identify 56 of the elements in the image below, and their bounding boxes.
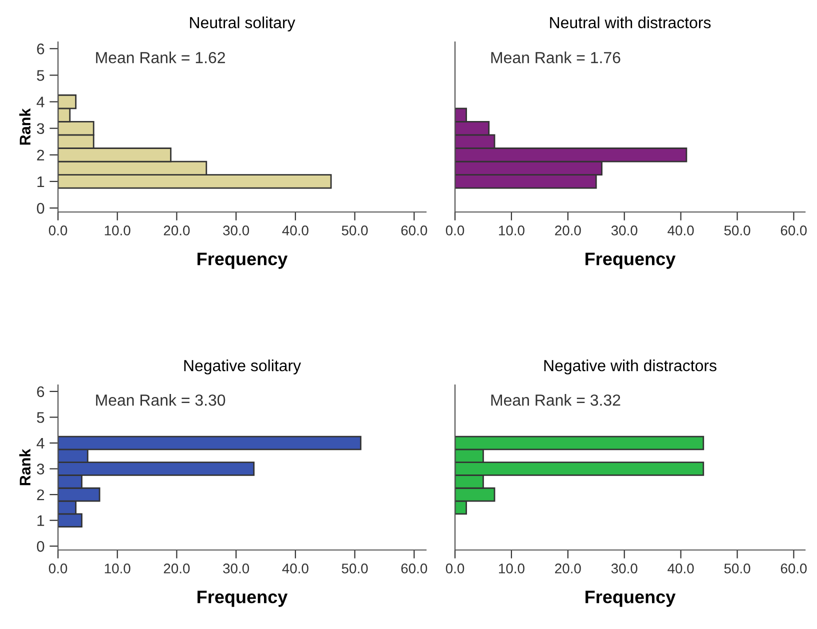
y-tick-label: 1: [37, 176, 44, 187]
x-tick-label: 40.0: [668, 564, 694, 574]
annotation: Mean Rank = 3.32: [491, 394, 620, 406]
y-tick-label: 3: [36, 123, 44, 134]
x-axis-title: Frequency: [586, 252, 676, 269]
y-tick-label: 0: [36, 202, 44, 214]
annotation: Mean Rank = 1.62: [96, 52, 225, 64]
x-tick-label: 30.0: [223, 226, 250, 236]
x-tick-label: 40.0: [282, 564, 308, 574]
y-tick-label: 1: [37, 515, 44, 526]
x-tick-label: 60.0: [780, 564, 807, 574]
y-tick-label: 5: [36, 70, 44, 81]
x-tick-label: 50.0: [724, 564, 750, 574]
x-tick-label: 30.0: [223, 564, 250, 574]
chart-title: Negative solitary: [184, 360, 302, 374]
x-tick-label: 40.0: [282, 226, 308, 236]
x-tick-label: 10.0: [498, 226, 524, 236]
chart-title: Neutral solitary: [190, 16, 296, 32]
x-tick-label: 20.0: [164, 226, 190, 236]
x-tick-label: 60.0: [401, 226, 428, 236]
y-tick-label: 2: [37, 150, 44, 160]
y-tick-label: 4: [36, 96, 44, 108]
chart-title: Neutral with distractors: [550, 16, 711, 28]
x-tick-label: 0.0: [48, 564, 68, 574]
y-tick-label: 4: [36, 438, 44, 449]
x-tick-label: 20.0: [164, 564, 190, 574]
y-tick-label: 3: [36, 464, 44, 474]
x-tick-label: 60.0: [780, 226, 807, 236]
y-tick-label: 5: [36, 412, 44, 423]
x-tick-label: 30.0: [611, 564, 638, 574]
x-tick-label: 30.0: [611, 226, 638, 236]
y-tick-label: 6: [37, 386, 44, 398]
annotation: Mean Rank = 3.30: [96, 394, 226, 406]
x-tick-label: 50.0: [724, 226, 750, 236]
x-tick-label: 10.0: [104, 226, 130, 236]
y-tick-label: 0: [36, 541, 44, 552]
x-axis-title: Frequency: [198, 590, 288, 607]
x-tick-label: 0.0: [446, 564, 464, 574]
x-axis-title: Frequency: [586, 590, 676, 607]
x-tick-label: 0.0: [48, 226, 68, 236]
y-axis-title: Rank: [19, 108, 31, 145]
y-tick-label: 2: [37, 489, 44, 500]
x-tick-label: 10.0: [498, 564, 524, 574]
x-tick-label: 10.0: [104, 564, 130, 574]
x-tick-label: 50.0: [342, 564, 368, 574]
x-tick-label: 20.0: [555, 564, 581, 574]
annotation: Mean Rank = 1.76: [491, 52, 620, 64]
x-axis-title: Frequency: [198, 252, 288, 269]
y-axis-title: Rank: [19, 448, 31, 486]
chart-title: Negative with distractors: [544, 360, 716, 374]
x-tick-label: 60.0: [401, 564, 428, 574]
y-tick-label: 6: [37, 44, 44, 54]
x-tick-label: 0.0: [446, 226, 464, 236]
x-tick-label: 20.0: [555, 226, 581, 236]
x-tick-label: 50.0: [342, 226, 368, 236]
x-tick-label: 40.0: [668, 226, 694, 236]
